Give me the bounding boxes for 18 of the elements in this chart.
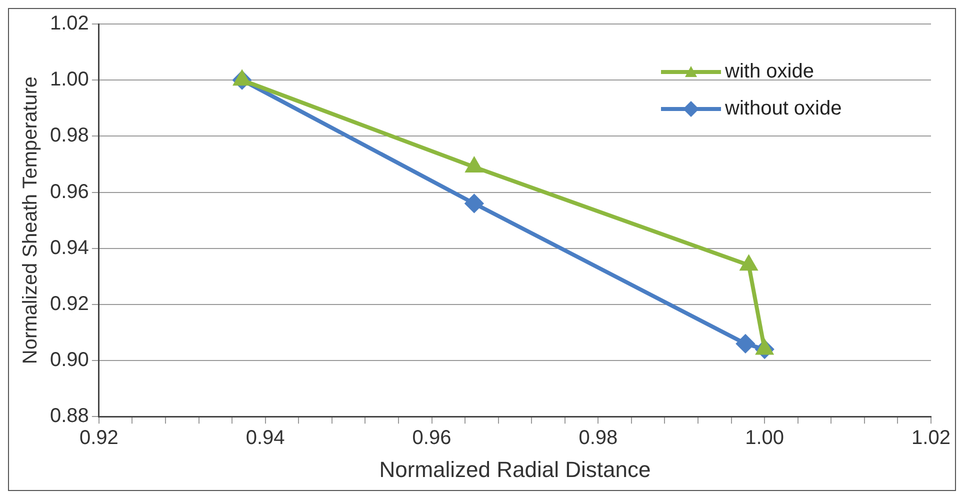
x-tick-label: 0.96 — [412, 427, 452, 450]
y-tick-label: 1.02 — [50, 12, 89, 35]
y-tick-label: 0.90 — [50, 349, 89, 372]
x-tick-label: 0.92 — [79, 427, 118, 450]
y-tick-label: 1.00 — [50, 68, 89, 91]
y-tick-label: 0.98 — [50, 124, 89, 147]
y-tick-label: 0.96 — [50, 180, 89, 203]
x-tick-label: 1.02 — [912, 427, 950, 450]
legend-label: without oxide — [724, 98, 842, 120]
x-axis-title: Normalized Radial Distance — [379, 456, 651, 482]
legend-label: with oxide — [724, 60, 814, 83]
y-tick-label: 0.88 — [50, 405, 89, 428]
x-tick-label: 0.98 — [578, 427, 618, 450]
x-tick-label: 0.94 — [246, 427, 285, 450]
y-axis-title: Normalized Sheath Temperature — [20, 76, 42, 364]
y-tick-label: 0.92 — [50, 292, 89, 315]
x-tick-label: 1.00 — [745, 427, 784, 450]
y-tick-label: 0.94 — [50, 236, 89, 259]
